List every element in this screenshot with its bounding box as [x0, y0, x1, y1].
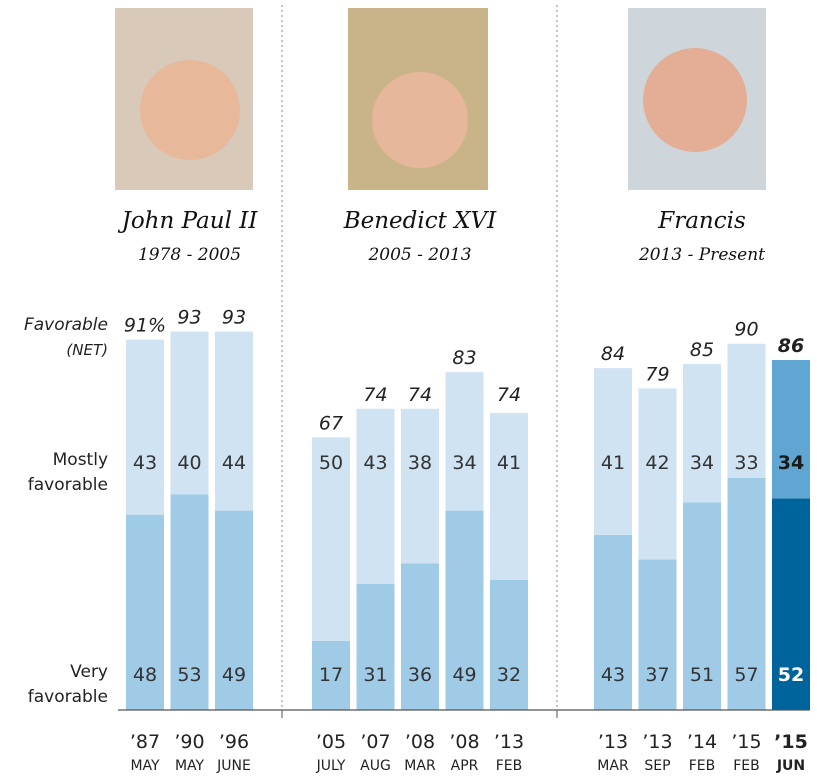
x-tick-sublabel: JUN	[776, 758, 805, 774]
value-label: 34	[690, 452, 714, 474]
x-tick-sublabel: JUNE	[216, 758, 251, 774]
chart: John Paul II 1978 - 2005 48 43 91% ’87 MAY 53 40…	[0, 0, 817, 777]
value-label: 38	[408, 452, 432, 474]
x-tick-sublabel: MAY	[130, 758, 160, 774]
x-tick-label: ’08	[405, 731, 435, 753]
value-label: 34	[778, 452, 804, 474]
bar-segment	[446, 372, 484, 510]
bar-segment	[401, 563, 439, 710]
x-tick-sublabel: AUG	[360, 758, 391, 774]
x-tick-label: ’08	[449, 731, 479, 753]
row-label: Favorable (NET)	[24, 315, 108, 359]
value-label: 42	[645, 452, 669, 474]
row-label-line: Mostly	[53, 450, 108, 470]
x-tick-sublabel: FEB	[689, 758, 716, 774]
value-label: 53	[177, 664, 201, 686]
value-label: 41	[601, 452, 625, 474]
bar-segment	[357, 584, 395, 710]
x-tick-label: ’15	[774, 731, 808, 753]
net-label: 84	[601, 343, 625, 365]
bar-segment	[639, 559, 677, 710]
value-label: 17	[319, 664, 343, 686]
x-tick-label: ’87	[130, 731, 160, 753]
x-tick-sublabel: FEB	[496, 758, 523, 774]
net-label: 86	[778, 335, 804, 357]
value-label: 52	[778, 664, 804, 686]
net-label: 85	[690, 339, 714, 361]
x-tick-sublabel: MAR	[404, 758, 436, 774]
x-tick-sublabel: APR	[451, 758, 479, 774]
value-label: 34	[452, 452, 476, 474]
value-label: 49	[222, 664, 246, 686]
value-label: 36	[408, 664, 432, 686]
x-tick-sublabel: SEP	[644, 758, 670, 774]
row-label-line: Very	[70, 662, 108, 682]
bar-segment	[490, 413, 528, 580]
group-title: John Paul II	[118, 208, 259, 234]
portrait-face	[140, 60, 240, 160]
group-subtitle: 2005 - 2013	[367, 245, 471, 265]
value-label: 32	[497, 664, 521, 686]
bar-segment	[683, 364, 721, 502]
bar-segment	[772, 360, 810, 498]
value-label: 44	[222, 452, 246, 474]
value-label: 40	[177, 452, 201, 474]
net-label: 67	[319, 412, 343, 434]
row-label-line: (NET)	[66, 341, 108, 359]
value-label: 37	[645, 664, 669, 686]
portrait-face	[372, 72, 468, 168]
value-label: 50	[319, 452, 343, 474]
row-label-line: favorable	[28, 687, 108, 707]
x-tick-label: ’13	[494, 731, 524, 753]
value-label: 31	[363, 664, 387, 686]
x-tick-sublabel: MAR	[597, 758, 629, 774]
row-label: Very favorable	[28, 662, 108, 707]
x-tick-label: ’14	[687, 731, 717, 753]
x-tick-label: ’07	[360, 731, 390, 753]
bar-segment	[401, 409, 439, 564]
value-label: 51	[690, 664, 714, 686]
net-label: 93	[177, 306, 201, 328]
net-label: 90	[734, 319, 758, 341]
value-label: 43	[133, 452, 157, 474]
group-title: Benedict XVI	[343, 208, 497, 234]
value-label: 48	[133, 664, 157, 686]
value-label: 33	[734, 452, 758, 474]
portrait-face	[643, 48, 747, 152]
bar-segment	[490, 580, 528, 710]
group-subtitle: 2013 - Present	[638, 245, 765, 265]
value-label: 43	[601, 664, 625, 686]
bar-segment	[215, 331, 253, 510]
value-label: 49	[452, 664, 476, 686]
x-tick-label: ’96	[219, 731, 249, 753]
x-tick-sublabel: FEB	[733, 758, 760, 774]
group-subtitle: 1978 - 2005	[138, 245, 241, 265]
row-label-line: Favorable	[24, 315, 108, 335]
net-label: 74	[408, 384, 432, 406]
x-tick-label: ’90	[174, 731, 204, 753]
net-label: 74	[497, 384, 521, 406]
x-tick-sublabel: MAY	[175, 758, 205, 774]
x-tick-label: ’15	[731, 731, 761, 753]
bar-segment	[126, 340, 164, 515]
group-title: Francis	[657, 208, 746, 234]
value-label: 41	[497, 452, 521, 474]
value-label: 57	[734, 664, 758, 686]
net-label: 91%	[124, 315, 166, 337]
bar-segment	[357, 409, 395, 584]
x-tick-label: ’05	[316, 731, 346, 753]
value-label: 43	[363, 452, 387, 474]
x-tick-label: ’13	[598, 731, 628, 753]
net-label: 83	[452, 347, 476, 369]
net-label: 93	[222, 306, 246, 328]
row-label: Mostly favorable	[28, 450, 108, 495]
net-label: 79	[645, 363, 669, 385]
x-tick-label: ’13	[642, 731, 672, 753]
x-tick-sublabel: JULY	[316, 758, 346, 774]
row-label-line: favorable	[28, 475, 108, 495]
net-label: 74	[363, 384, 387, 406]
